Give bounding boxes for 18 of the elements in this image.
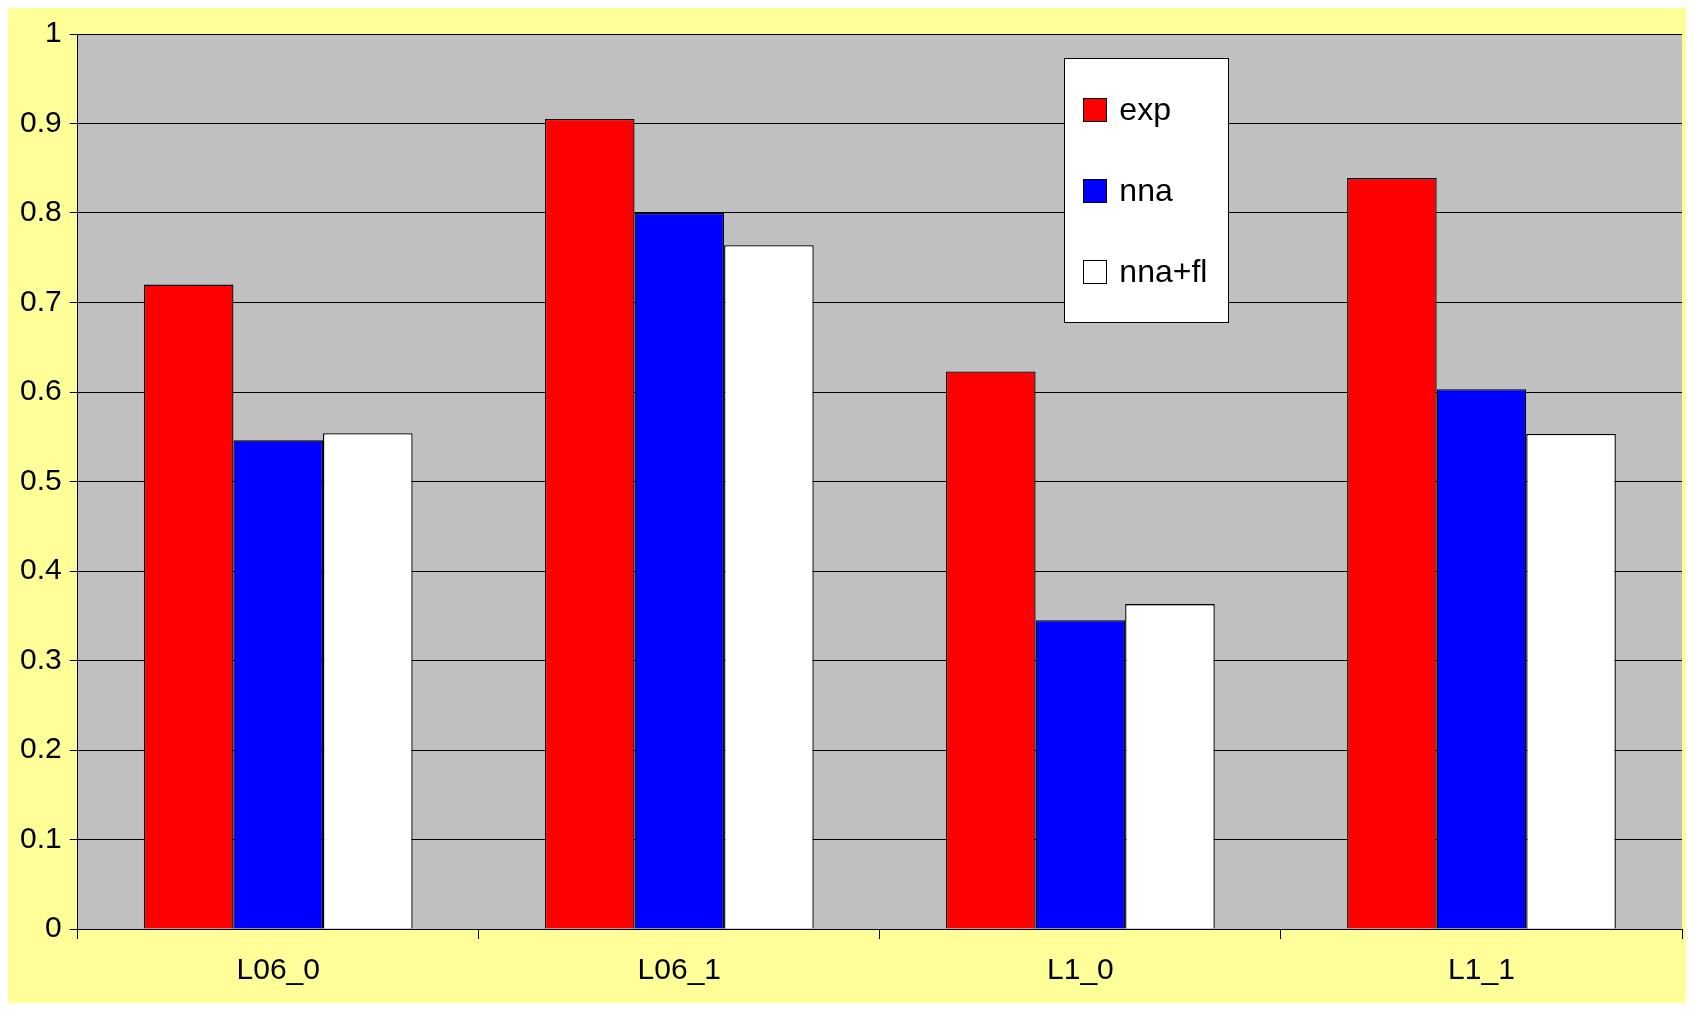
y-tick-label: 0.5 xyxy=(19,462,62,496)
legend-label: nna xyxy=(1119,172,1173,209)
y-tick-label: 0.4 xyxy=(19,552,62,586)
legend-label: exp xyxy=(1119,91,1171,128)
legend-label: nna+fl xyxy=(1119,253,1208,290)
y-tick-label: 0.7 xyxy=(19,283,62,317)
y-tick-label: 0.1 xyxy=(19,820,62,854)
y-tick-label: 0.8 xyxy=(19,194,62,228)
y-tick-label: 0 xyxy=(45,910,62,944)
y-tick-label: 0.6 xyxy=(19,373,62,407)
y-tick-label: 0.2 xyxy=(19,731,62,765)
y-tick-label: 1 xyxy=(45,15,62,49)
x-tick-label: L06_0 xyxy=(236,952,320,986)
x-tick-label: L1_0 xyxy=(1047,952,1114,986)
y-tick-label: 0.3 xyxy=(19,641,62,675)
x-tick-label: L06_1 xyxy=(637,952,722,986)
y-tick-label: 0.9 xyxy=(19,104,62,138)
x-tick-label: L1_1 xyxy=(1448,952,1515,986)
